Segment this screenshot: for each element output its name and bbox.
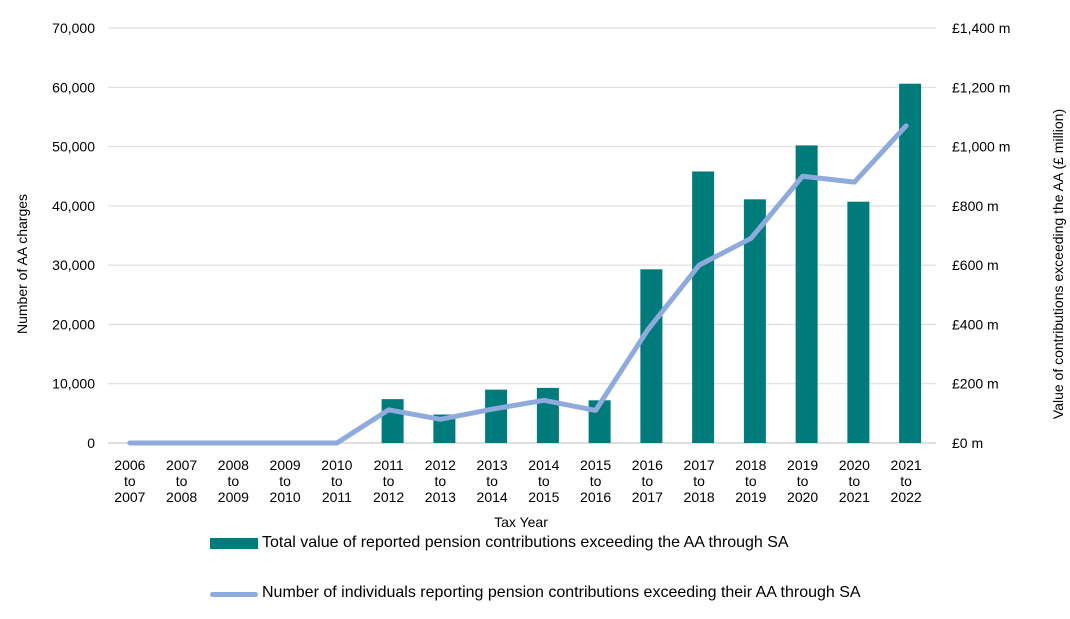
- right-tick-label: £0 m: [952, 435, 983, 451]
- x-tick-label: 2012 to 2013: [425, 457, 456, 505]
- x-tick-label: 2007 to 2008: [166, 457, 197, 505]
- bar: [692, 171, 715, 443]
- bar: [433, 414, 456, 443]
- bar: [381, 399, 404, 443]
- right-tick-label: £400 m: [952, 316, 999, 332]
- bar: [899, 83, 922, 443]
- x-tick-label: 2006 to 2007: [114, 457, 145, 505]
- left-axis-label: Number of AA charges: [14, 194, 30, 334]
- left-tick-label: 50,000: [52, 139, 95, 155]
- x-tick-label: 2021 to 2022: [891, 457, 922, 505]
- left-tick-label: 60,000: [52, 79, 95, 95]
- x-tick-label: 2008 to 2009: [218, 457, 249, 505]
- right-tick-label: £200 m: [952, 376, 999, 392]
- x-tick-label: 2013 to 2014: [477, 457, 508, 505]
- x-tick-label: 2014 to 2015: [528, 457, 559, 505]
- line-series: [127, 123, 909, 446]
- bar: [847, 201, 870, 443]
- bar: [795, 145, 818, 443]
- bar-series: [381, 83, 922, 443]
- x-tick-label: 2009 to 2010: [270, 457, 301, 505]
- x-axis-ticks: 2006 to 2007 2007 to 2008 2008 to 2009 2009 to 2010…: [114, 457, 922, 505]
- right-tick-label: £800 m: [952, 198, 999, 214]
- left-axis-ticks: 0 10,000 20,000 30,000 40,000 50,000 60,000 70,…: [52, 20, 95, 451]
- bar: [536, 387, 559, 443]
- right-axis-ticks: £0 m £200 m £400 m £600 m £800 m £1,000 m £1,2…: [952, 20, 1010, 451]
- left-tick-label: 70,000: [52, 20, 95, 36]
- legend-bar-label: Total value of reported pension contribu…: [262, 534, 789, 551]
- right-axis-label: Value of contributions exceeding the AA …: [1050, 109, 1066, 419]
- legend-item-bars: Total value of reported pension contribu…: [210, 535, 789, 551]
- x-tick-label: 2018 to 2019: [735, 457, 766, 505]
- left-tick-label: 30,000: [52, 257, 95, 273]
- right-tick-label: £1,200 m: [952, 79, 1010, 95]
- combo-chart: 0 10,000 20,000 30,000 40,000 50,000 60,000 70,…: [14, 20, 1066, 530]
- legend-line-swatch: [210, 592, 258, 597]
- x-tick-label: 2011 to 2012: [373, 457, 404, 505]
- x-tick-label: 2019 to 2020: [787, 457, 818, 505]
- x-tick-label: 2016 to 2017: [632, 457, 663, 505]
- legend-item-line: Number of individuals reporting pension …: [210, 585, 982, 601]
- right-tick-label: £600 m: [952, 257, 999, 273]
- x-tick-label: 2010 to 2011: [321, 457, 352, 505]
- right-tick-label: £1,400 m: [952, 20, 1010, 36]
- right-tick-label: £1,000 m: [952, 139, 1010, 155]
- bar: [743, 199, 766, 443]
- line-path: [127, 123, 909, 446]
- left-tick-label: 0: [87, 435, 95, 451]
- left-tick-label: 10,000: [52, 376, 95, 392]
- legend-line-label: Number of individuals reporting pension …: [262, 584, 861, 601]
- x-tick-label: 2020 to 2021: [839, 457, 870, 505]
- bar: [640, 269, 663, 443]
- x-tick-label: 2017 to 2018: [684, 457, 715, 505]
- legend-bar-swatch: [210, 538, 258, 549]
- x-axis-label: Tax Year: [494, 514, 548, 530]
- gridlines: [108, 27, 936, 444]
- x-tick-label: 2015 to 2016: [580, 457, 611, 505]
- left-tick-label: 20,000: [52, 316, 95, 332]
- bar: [485, 389, 508, 443]
- left-tick-label: 40,000: [52, 198, 95, 214]
